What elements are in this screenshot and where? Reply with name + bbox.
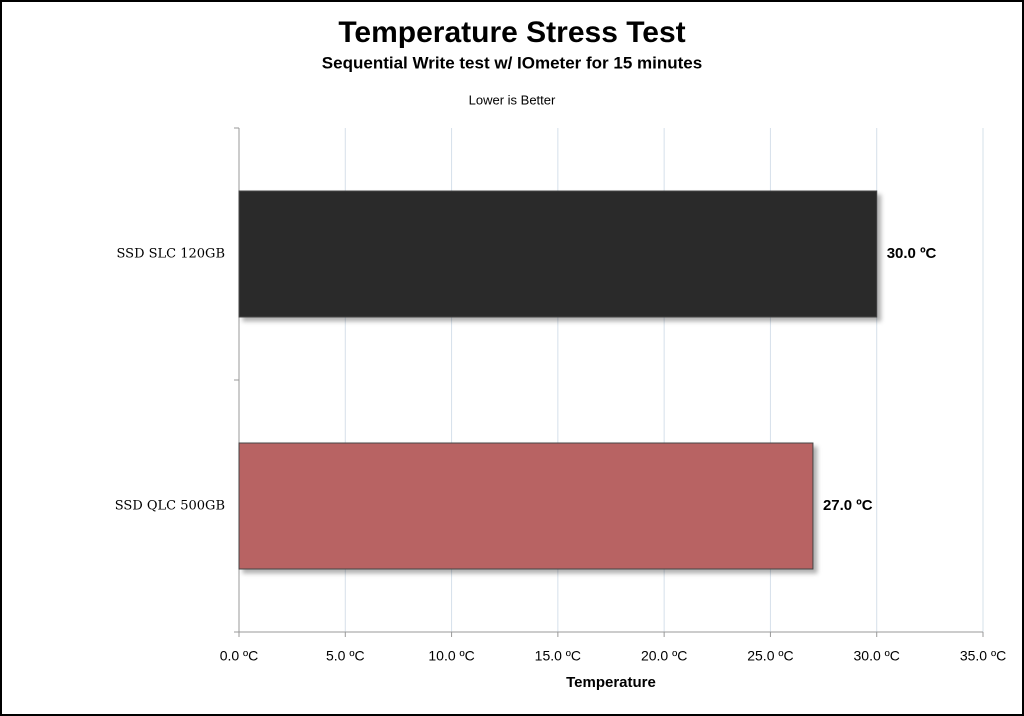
chart-title: Temperature Stress Test [338, 16, 685, 49]
data-label: 30.0 ºC [887, 245, 937, 262]
x-tick-label: 30.0 ºC [854, 648, 900, 664]
bar [238, 442, 814, 570]
x-tick-label: 35.0 ºC [960, 648, 1006, 664]
bar [238, 190, 878, 318]
x-tick-label: 25.0 ºC [747, 648, 793, 664]
x-tick-label: 0.0 ºC [220, 648, 259, 664]
x-tick-label: 10.0 ºC [428, 648, 474, 664]
chart-note: Lower is Better [469, 92, 556, 107]
chart-subtitle: Sequential Write test w/ IOmeter for 15 … [322, 53, 702, 72]
x-axis-label: Temperature [566, 674, 656, 691]
x-tick-label: 15.0 ºC [535, 648, 581, 664]
y-tick-label: SSD QLC 500GB [115, 499, 225, 514]
y-tick-label: SSD SLC 120GB [116, 247, 225, 262]
x-tick-label: 20.0 ºC [641, 648, 687, 664]
x-tick-label: 5.0 ºC [326, 648, 365, 664]
data-label: 27.0 ºC [823, 497, 873, 514]
